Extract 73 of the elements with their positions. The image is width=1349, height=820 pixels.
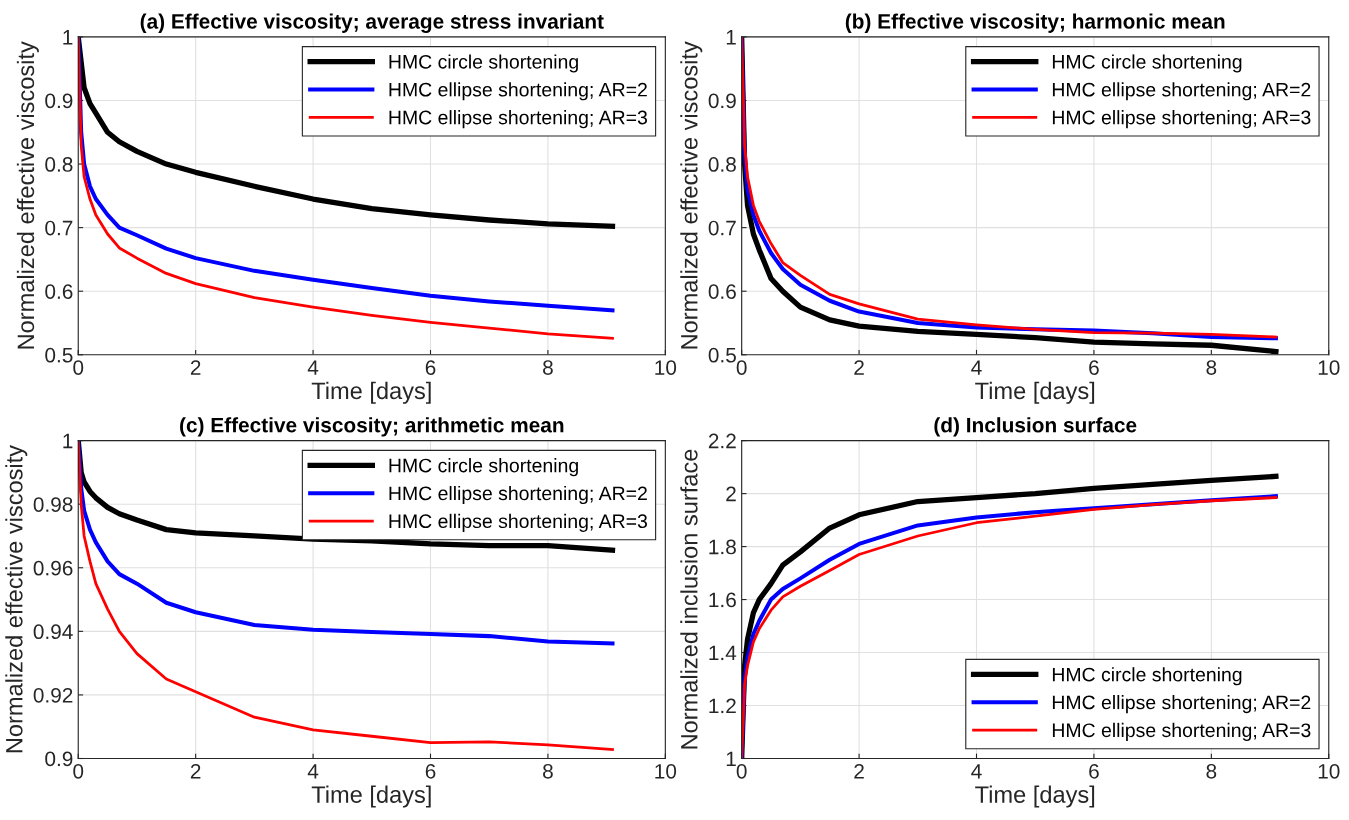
legend-label: HMC ellipse shortening; AR=2 [389, 82, 647, 101]
y-tick-label: 0.8 [45, 157, 73, 172]
y-tick-label: 1.8 [709, 539, 736, 555]
legend-label: HMC circle shortening [1052, 54, 1242, 73]
y-tick-label: 0.5 [708, 347, 736, 363]
y-tick-label: 0.92 [33, 687, 73, 703]
x-tick-label: 2 [854, 360, 864, 375]
x-tick-label: 0 [736, 360, 747, 375]
legend-label: HMC ellipse shortening; AR=2 [389, 485, 647, 505]
y-tick-label: 0.7 [45, 220, 73, 236]
x-tick-label: 8 [543, 360, 553, 375]
y-tick-label: 2.2 [708, 433, 736, 449]
x-tick-label: 10 [1318, 360, 1340, 375]
x-axis-title: Time [days] [975, 785, 1095, 808]
x-tick-label: 10 [655, 360, 677, 375]
x-tick-label: 6 [1089, 763, 1099, 779]
chart-title: (d) Inclusion surface [934, 417, 1137, 437]
x-tick-label: 6 [1089, 360, 1099, 375]
x-tick-label: 0 [736, 763, 747, 779]
legend-label: HMC circle shortening [1052, 667, 1242, 686]
y-tick-label: 1.6 [709, 592, 736, 608]
x-tick-label: 4 [971, 764, 982, 779]
y-tick-label: 0.9 [45, 93, 73, 109]
legend-label: HMC circle shortening [389, 54, 578, 73]
x-tick-label: 4 [307, 764, 319, 779]
x-tick-label: 6 [425, 360, 436, 375]
x-tick-label: 0 [73, 360, 84, 375]
y-tick-label: 1 [726, 30, 736, 45]
legend-label: HMC circle shortening [389, 458, 578, 477]
y-axis-title: Normalized effective viscosity [16, 41, 39, 349]
y-tick-label: 0.6 [45, 284, 73, 299]
y-tick-label: 1 [63, 433, 73, 449]
y-axis-title: Normalized effective viscosity [680, 41, 703, 349]
y-tick-label: 0.7 [708, 220, 736, 236]
chart-title: (a) Effective viscosity; average stress invariant [140, 13, 604, 33]
x-tick-label: 4 [307, 360, 319, 375]
y-tick-label: 0.8 [708, 157, 736, 172]
legend-label: HMC ellipse shortening; AR=3 [1052, 110, 1311, 129]
x-tick-label: 8 [1206, 763, 1217, 779]
chart-title: (b) Effective viscosity; harmonic mean [845, 13, 1225, 33]
y-tick-label: 0.6 [708, 284, 736, 299]
y-tick-label: 0.9 [45, 751, 73, 767]
y-axis-title: Normalized effective viscosity [5, 444, 28, 753]
y-tick-label: 0.96 [33, 560, 73, 576]
x-tick-label: 8 [1206, 360, 1217, 375]
y-tick-label: 0.9 [708, 93, 736, 109]
legend-label: HMC ellipse shortening; AR=2 [1052, 82, 1311, 101]
legend-label: HMC ellipse shortening; AR=2 [1052, 695, 1311, 714]
y-tick-label: 1.2 [709, 698, 736, 714]
x-tick-label: 4 [971, 360, 982, 375]
y-tick-label: 1 [63, 30, 73, 45]
x-tick-label: 2 [190, 763, 201, 779]
x-tick-label: 0 [73, 763, 84, 779]
x-tick-label: 2 [190, 360, 201, 375]
y-tick-label: 0.94 [33, 624, 73, 640]
x-axis-title: Time [days] [311, 381, 431, 404]
x-tick-label: 2 [854, 763, 864, 779]
legend-label: HMC ellipse shortening; AR=3 [389, 110, 647, 129]
chart-title: (c) Effective viscosity; arithmetic mean [180, 417, 564, 437]
x-tick-label: 6 [425, 763, 436, 779]
x-axis-title: Time [days] [975, 381, 1095, 404]
x-tick-label: 10 [1318, 763, 1340, 779]
y-axis-title: Normalized inclusion surface [680, 449, 698, 749]
x-tick-label: 8 [543, 763, 553, 779]
legend-label: HMC ellipse shortening; AR=3 [1052, 722, 1311, 741]
x-tick-label: 10 [655, 763, 677, 779]
y-tick-label: 1 [726, 751, 736, 767]
y-tick-label: 0.98 [33, 497, 73, 512]
y-tick-label: 0.5 [45, 347, 73, 363]
y-tick-label: 1.4 [709, 645, 737, 661]
legend-label: HMC ellipse shortening; AR=3 [389, 513, 647, 532]
x-axis-title: Time [days] [311, 785, 431, 808]
y-tick-label: 2 [726, 486, 736, 502]
